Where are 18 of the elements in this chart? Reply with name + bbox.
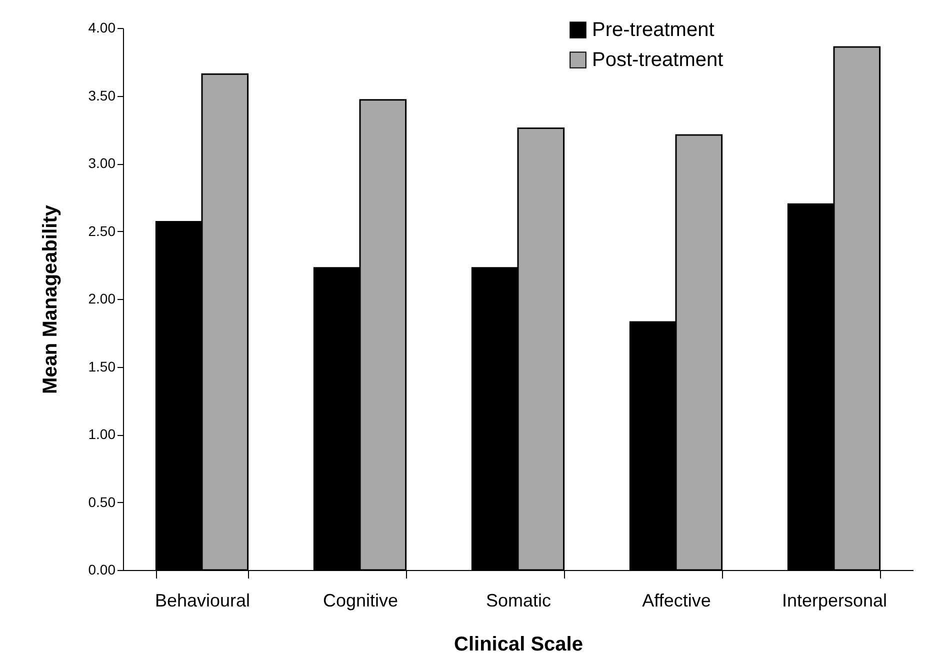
y-tick-label: 1.00 — [88, 426, 116, 442]
y-tick-label: 4.00 — [88, 20, 116, 36]
y-tick-label: 3.00 — [88, 155, 116, 171]
y-axis-title: Mean Manageability — [39, 204, 62, 394]
x-tick-label: Affective — [642, 590, 711, 610]
x-axis-title: Clinical Scale — [454, 634, 583, 656]
x-tick-label: Cognitive — [322, 590, 398, 610]
y-tick-label: 0.50 — [88, 494, 116, 510]
x-tick-label: Interpersonal — [782, 590, 888, 610]
x-tick-label: Behavioural — [154, 590, 250, 610]
legend-label: Pre-treatment — [592, 19, 715, 41]
y-tick-label: 2.50 — [88, 222, 116, 239]
legend-label: Post-treatment — [592, 49, 724, 71]
y-tick-label: 3.50 — [88, 87, 116, 104]
y-tick-label: 0.00 — [88, 562, 116, 578]
x-tick-label: Somatic — [486, 590, 552, 610]
y-tick-label: 2.00 — [88, 290, 116, 306]
y-tick-label: 1.50 — [88, 358, 116, 374]
